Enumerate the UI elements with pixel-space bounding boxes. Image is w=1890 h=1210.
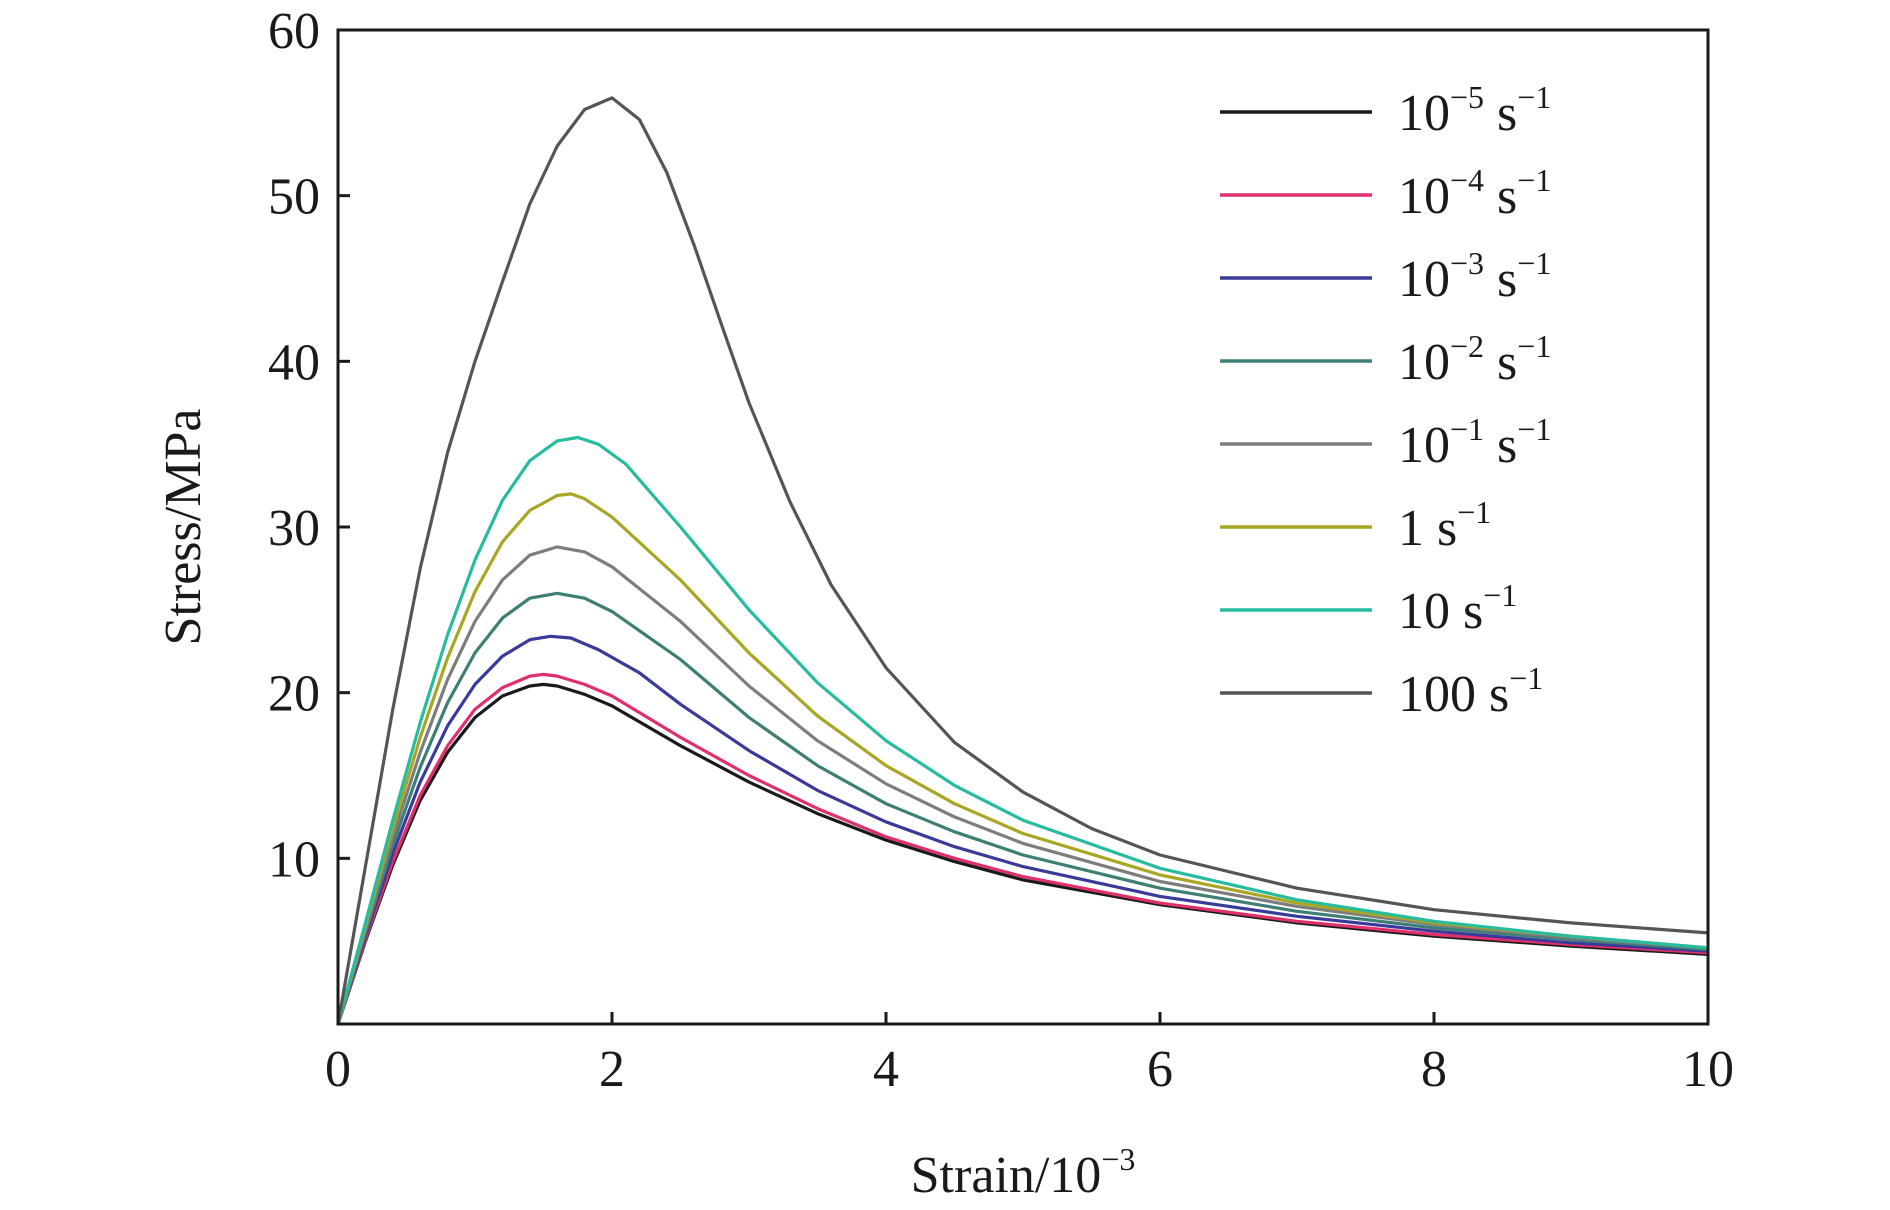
legend-label-0: 10−5 s−1 xyxy=(1398,79,1551,142)
x-tick-label: 0 xyxy=(325,1041,351,1098)
x-axis-title: Strain/10−3 xyxy=(911,1141,1136,1204)
series-line-3 xyxy=(336,591,1709,1025)
legend-label-3: 10−2 s−1 xyxy=(1398,328,1551,391)
series-layer xyxy=(336,96,1709,1025)
series-line-6 xyxy=(336,435,1709,1025)
series-line-2 xyxy=(336,634,1709,1025)
y-tick-label: 20 xyxy=(268,666,320,723)
y-tick-label: 30 xyxy=(268,500,320,557)
legend-label-7: 100 s−1 xyxy=(1398,660,1543,723)
x-tick-label: 8 xyxy=(1421,1041,1447,1098)
y-tick-label: 40 xyxy=(268,334,320,391)
x-axis-title-exponent: −3 xyxy=(1101,1141,1135,1177)
y-tick-label: 10 xyxy=(268,831,320,888)
x-tick-label: 6 xyxy=(1147,1041,1173,1098)
series-line-7 xyxy=(336,96,1709,1025)
legend: 10−5 s−1 10−4 s−1 10−3 s−1 10−2 s−1 10−1 s−1… xyxy=(1220,79,1551,723)
x-tick-label: 2 xyxy=(599,1041,625,1098)
x-axis-title-base: Strain/10 xyxy=(911,1147,1102,1204)
legend-label-4: 10−1 s−1 xyxy=(1398,411,1551,474)
x-tick-label: 4 xyxy=(873,1041,899,1098)
series-line-4 xyxy=(336,545,1709,1025)
x-tick-label: 10 xyxy=(1682,1041,1734,1098)
y-tick-label: 50 xyxy=(268,169,320,226)
legend-label-2: 10−3 s−1 xyxy=(1398,245,1551,308)
legend-label-6: 10 s−1 xyxy=(1398,577,1517,640)
legend-label-5: 1 s−1 xyxy=(1398,494,1491,557)
y-axis-ticks: 10 20 30 40 50 60 xyxy=(268,3,350,888)
x-axis-ticks: 0 2 4 6 8 10 xyxy=(325,1012,1734,1098)
y-tick-label: 60 xyxy=(268,3,320,60)
series-line-5 xyxy=(336,492,1709,1025)
legend-label-1: 10−4 s−1 xyxy=(1398,162,1551,225)
series-line-1 xyxy=(336,672,1709,1025)
y-axis-title: Stress/MPa xyxy=(155,409,212,646)
